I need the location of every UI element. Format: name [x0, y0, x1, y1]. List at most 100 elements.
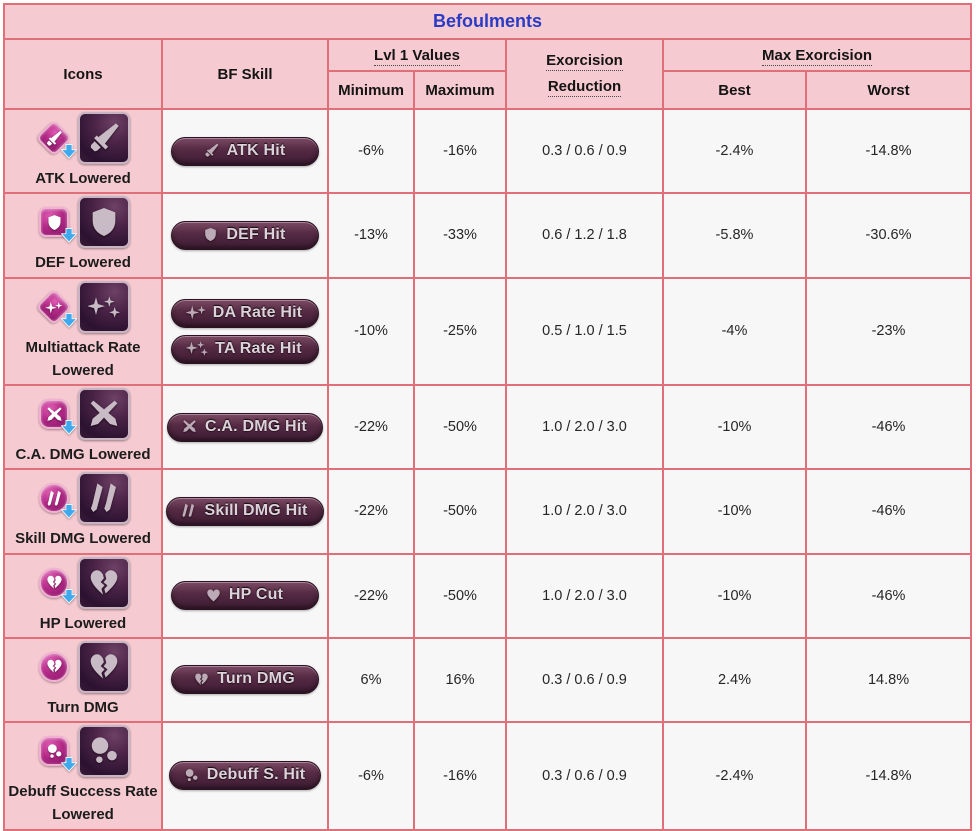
hp-cut-skill-button[interactable]: HP Cut — [171, 581, 319, 611]
column-header-bf-skill: BF Skill — [161, 38, 329, 110]
worst-value: 14.8% — [804, 636, 973, 724]
befoulment-name: DEF Lowered — [35, 254, 131, 272]
column-header-minimum: Minimum — [327, 70, 415, 110]
befoulment-icons-cell: Turn DMG — [3, 636, 163, 724]
bf-skill-cell: Debuff S. Hit — [161, 721, 329, 831]
daggers-icon — [180, 503, 197, 518]
down-arrow-icon — [61, 420, 77, 435]
befoulment-name: Skill DMG Lowered — [15, 530, 151, 548]
bf-skill-cell: Turn DMG — [161, 636, 329, 724]
heart-icon — [205, 588, 222, 603]
sparks-art-icon[interactable] — [78, 280, 130, 333]
exorcision-reduction-value: 0.3 / 0.6 / 0.9 — [505, 721, 664, 831]
maximum-value: -50% — [413, 468, 507, 555]
down-arrow-icon — [61, 313, 77, 328]
befoulment-icons-cell: C.A. DMG Lowered — [3, 383, 163, 471]
crossed-swords-icon — [181, 419, 198, 434]
down-arrow-icon — [61, 228, 77, 243]
atk-down-debuff-icon[interactable] — [35, 119, 72, 156]
bf-skill-cell: DA Rate Hit TA Rate Hit — [161, 276, 329, 386]
da-rate-hit-skill-button[interactable]: DA Rate Hit — [171, 298, 319, 328]
ca-dmg-down-debuff-icon[interactable] — [36, 396, 72, 432]
def-hit-skill-button[interactable]: DEF Hit — [171, 220, 319, 250]
sword-art-icon[interactable] — [78, 112, 130, 164]
minimum-value: -22% — [327, 552, 415, 639]
minimum-value: -22% — [327, 468, 415, 555]
worst-value: -14.8% — [804, 107, 973, 195]
column-header-max-exorcision: Max Exorcision — [661, 38, 973, 72]
maximum-value: -25% — [413, 276, 507, 386]
bf-skill-cell: DEF Hit — [161, 192, 329, 279]
ta-rate-hit-skill-button[interactable]: TA Rate Hit — [171, 334, 319, 364]
best-value: -5.8% — [662, 192, 807, 279]
bf-skill-cell: C.A. DMG Hit — [161, 383, 329, 471]
exorcision-reduction-value: 0.3 / 0.6 / 0.9 — [505, 107, 664, 195]
turn-dmg-debuff-icon[interactable] — [36, 649, 72, 685]
column-header-worst: Worst — [804, 70, 973, 110]
best-value: -10% — [662, 383, 807, 471]
bubbles-art-icon[interactable] — [78, 725, 130, 777]
triple-spark-icon — [186, 341, 208, 356]
bf-skill-cell: Skill DMG Hit — [161, 468, 329, 555]
best-value: 2.4% — [662, 636, 807, 724]
table-row: C.A. DMG Lowered C.A. DMG Hit -22% -50% … — [3, 383, 973, 471]
multiattack-down-debuff-icon[interactable] — [35, 288, 72, 325]
table-row: Debuff Success Rate Lowered Debuff S. Hi… — [3, 721, 973, 831]
table-row: ATK Lowered ATK Hit -6% -16% 0.3 / 0.6 /… — [3, 107, 973, 195]
best-value: -4% — [662, 276, 807, 386]
atk-hit-skill-button[interactable]: ATK Hit — [171, 136, 319, 166]
lvl1-values-tooltip[interactable]: Lvl 1 Values — [374, 46, 460, 66]
column-header-icons: Icons — [3, 38, 163, 110]
max-exorcision-tooltip[interactable]: Max Exorcision — [762, 46, 873, 66]
broken-heart-art-icon[interactable] — [78, 556, 130, 609]
maximum-value: -33% — [413, 192, 507, 279]
broken-heart-art-icon[interactable] — [78, 640, 130, 693]
maximum-value: -50% — [413, 552, 507, 639]
minimum-value: -22% — [327, 383, 415, 471]
befoulment-icons-cell: DEF Lowered — [3, 192, 163, 279]
down-arrow-icon — [61, 589, 77, 604]
debuff-s-hit-skill-button[interactable]: Debuff S. Hit — [168, 761, 322, 791]
befoulment-name: Multiattack Rate Lowered — [25, 338, 141, 379]
best-value: -2.4% — [662, 721, 807, 831]
daggers-art-icon[interactable] — [78, 472, 130, 525]
worst-value: -23% — [804, 276, 973, 386]
shield-icon — [202, 227, 219, 242]
ca-dmg-hit-skill-button[interactable]: C.A. DMG Hit — [167, 412, 323, 442]
bf-skill-cell: HP Cut — [161, 552, 329, 639]
worst-value: -46% — [804, 552, 973, 639]
turn-dmg-skill-button[interactable]: Turn DMG — [171, 665, 319, 695]
column-header-lvl1-values: Lvl 1 Values — [327, 38, 507, 72]
def-down-debuff-icon[interactable] — [36, 204, 72, 240]
skill-dmg-down-debuff-icon[interactable] — [36, 480, 72, 516]
sword-icon — [203, 143, 220, 158]
bf-skill-cell: ATK Hit — [161, 107, 329, 195]
column-header-best: Best — [662, 70, 807, 110]
minimum-value: -10% — [327, 276, 415, 386]
broken-heart-icon — [193, 672, 210, 687]
maximum-value: -50% — [413, 383, 507, 471]
minimum-value: -6% — [327, 107, 415, 195]
befoulment-name: Turn DMG — [47, 698, 119, 716]
exorcision-reduction-value: 1.0 / 2.0 / 3.0 — [505, 468, 664, 555]
befoulment-name: C.A. DMG Lowered — [15, 446, 151, 463]
maximum-value: 16% — [413, 636, 507, 724]
crossed-swords-art-icon[interactable] — [78, 388, 130, 440]
exorcision-reduction-value: 1.0 / 2.0 / 3.0 — [505, 552, 664, 639]
best-value: -10% — [662, 468, 807, 555]
shield-art-icon[interactable] — [78, 196, 130, 249]
skill-dmg-hit-skill-button[interactable]: Skill DMG Hit — [166, 496, 324, 526]
befoulment-icons-cell: Debuff Success Rate Lowered — [3, 721, 163, 831]
befoulment-icons-cell: Multiattack Rate Lowered — [3, 276, 163, 386]
exorcision-reduction-value: 1.0 / 2.0 / 3.0 — [505, 383, 664, 471]
table-row: Skill DMG Lowered Skill DMG Hit -22% -50… — [3, 468, 973, 555]
debuff-rate-down-debuff-icon[interactable] — [36, 733, 72, 769]
hp-down-debuff-icon[interactable] — [36, 565, 72, 601]
worst-value: -30.6% — [804, 192, 973, 279]
exorcision-reduction-tooltip[interactable]: Exorcision Reduction — [546, 51, 623, 97]
down-arrow-icon — [61, 144, 77, 159]
table-row: HP Lowered HP Cut -22% -50% 1.0 / 2.0 / … — [3, 552, 973, 639]
table-row: Turn DMG Turn DMG 6% 16% 0.3 / 0.6 / 0.9… — [3, 636, 973, 724]
minimum-value: 6% — [327, 636, 415, 724]
exorcision-reduction-value: 0.6 / 1.2 / 1.8 — [505, 192, 664, 279]
